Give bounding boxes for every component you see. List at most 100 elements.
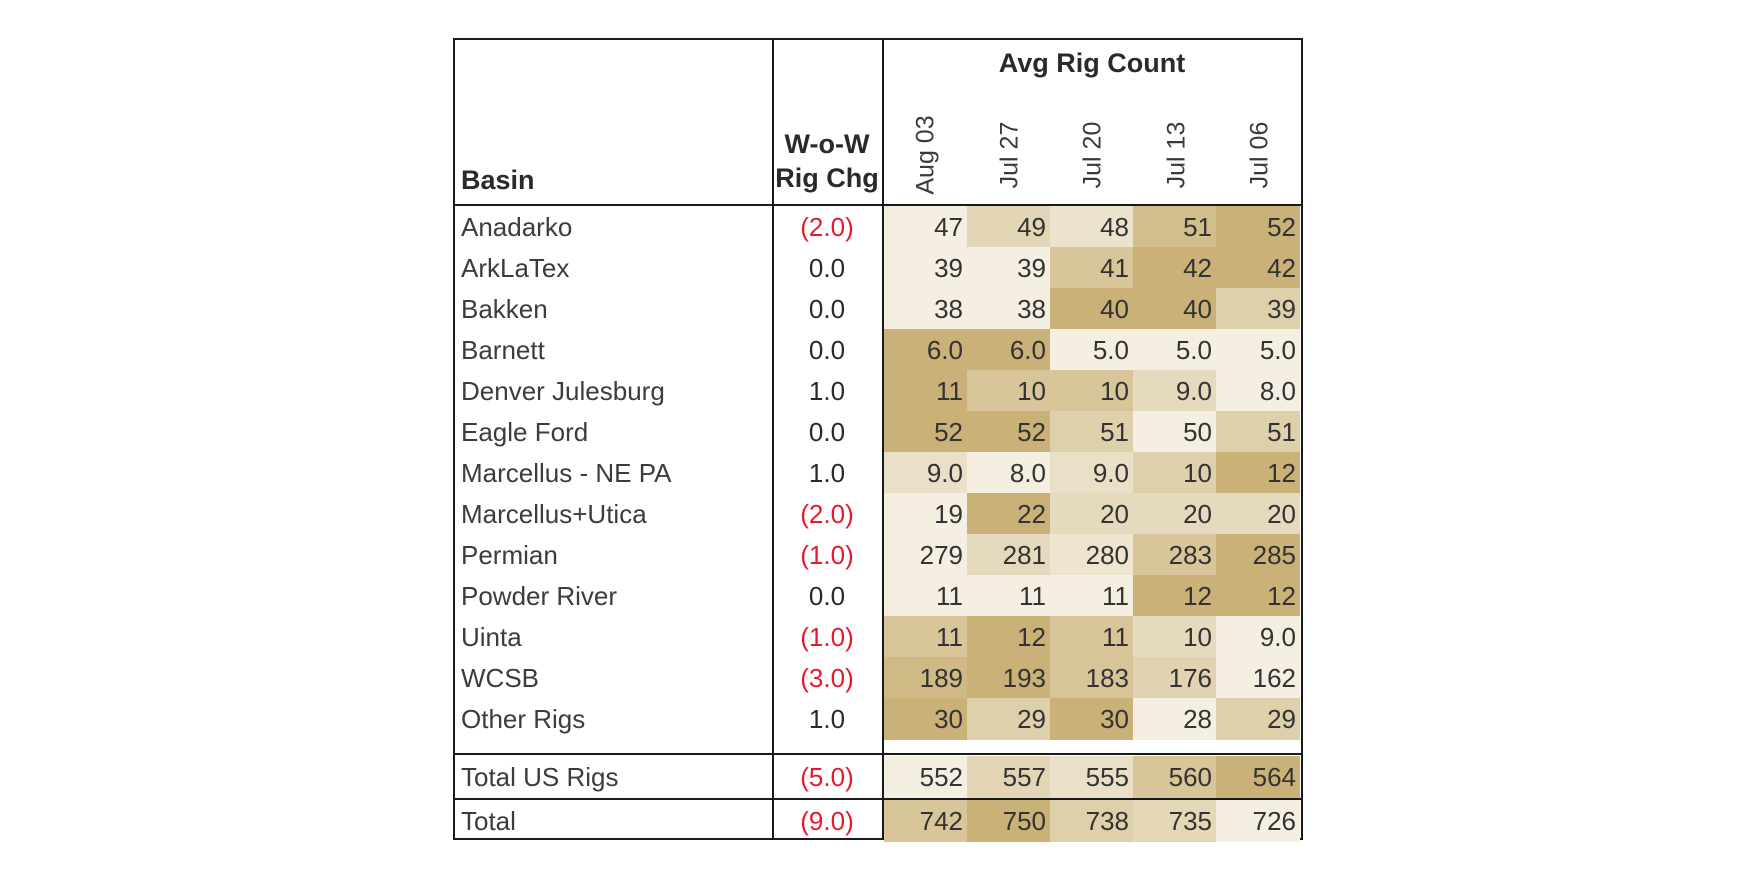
rig-count-cell: 20 [1133, 493, 1216, 535]
rig-count-cell: 38 [967, 288, 1050, 330]
rig-count-cell: 8.0 [967, 452, 1050, 494]
total-us-separator [455, 753, 1301, 755]
rig-count-cell: 193 [967, 657, 1050, 699]
header-avg-rig-count: Avg Rig Count [998, 48, 1186, 78]
rig-count-cell: 19 [884, 493, 967, 535]
wow-change: 0.0 [808, 294, 846, 324]
rig-count-cell: 39 [1216, 288, 1300, 330]
rig-count-cell: 5.0 [1216, 329, 1300, 371]
rig-count-cell: 552 [884, 756, 967, 798]
rig-count-cell: 285 [1216, 534, 1300, 576]
rig-count-cell: 11 [884, 616, 967, 658]
rig-count-cell: 29 [967, 698, 1050, 740]
rig-count-cell: 560 [1133, 756, 1216, 798]
basin-name: Other Rigs [461, 704, 586, 734]
basin-name: Barnett [461, 335, 545, 365]
basin-name: ArkLaTex [461, 253, 570, 283]
wow-change: 1.0 [808, 704, 846, 734]
rig-count-cell: 6.0 [967, 329, 1050, 371]
col-divider-basin [772, 40, 774, 838]
basin-name: Denver Julesburg [461, 376, 665, 406]
wow-change: (1.0) [800, 622, 854, 652]
basin-name: Total US Rigs [461, 762, 619, 792]
basin-name: Permian [461, 540, 558, 570]
rig-count-table: Basin W-o-W Rig Chg Avg Rig Count Aug 03… [453, 38, 1303, 842]
rig-count-cell: 20 [1050, 493, 1133, 535]
rig-count-cell: 12 [967, 616, 1050, 658]
rig-count-cell: 30 [1050, 698, 1133, 740]
basin-name: Total [461, 806, 516, 836]
col-divider-wow [882, 40, 884, 838]
wow-change: (2.0) [800, 212, 854, 242]
rig-count-cell: 280 [1050, 534, 1133, 576]
table-row: 189 193 183 176 162 WCSB (3.0) [455, 657, 1301, 699]
table-row: 39 39 41 42 42 ArkLaTex 0.0 [455, 247, 1301, 289]
rig-count-cell: 49 [967, 206, 1050, 248]
rig-count-cell: 555 [1050, 756, 1133, 798]
rig-count-cell: 189 [884, 657, 967, 699]
rig-count-cell: 5.0 [1050, 329, 1133, 371]
rig-count-cell: 52 [967, 411, 1050, 453]
rig-count-cell: 22 [967, 493, 1050, 535]
rig-count-cell: 29 [1216, 698, 1300, 740]
table-row: 552 557 555 560 564 Total US Rigs (5.0) [455, 756, 1301, 798]
rig-count-cell: 11 [1050, 575, 1133, 617]
rig-count-cell: 39 [967, 247, 1050, 289]
basin-name: WCSB [461, 663, 539, 693]
rig-count-cell: 12 [1216, 575, 1300, 617]
table-row: 6.0 6.0 5.0 5.0 5.0 Barnett 0.0 [455, 329, 1301, 371]
total-separator [455, 798, 1301, 800]
rig-count-cell: 28 [1133, 698, 1216, 740]
wow-change: 0.0 [808, 417, 846, 447]
wow-change: 1.0 [808, 458, 846, 488]
wow-change: (5.0) [800, 762, 854, 792]
table-row: 11 10 10 9.0 8.0 Denver Julesburg 1.0 [455, 370, 1301, 412]
rig-count-cell: 42 [1216, 247, 1300, 289]
wow-change: (9.0) [800, 806, 854, 836]
rig-count-cell: 48 [1050, 206, 1133, 248]
rig-count-cell: 564 [1216, 756, 1300, 798]
basin-name: Powder River [461, 581, 618, 611]
rig-count-cell: 11 [884, 575, 967, 617]
rig-count-cell: 42 [1133, 247, 1216, 289]
wow-change: (3.0) [800, 663, 854, 693]
rig-count-cell: 281 [967, 534, 1050, 576]
table-row: 19 22 20 20 20 Marcellus+Utica (2.0) [455, 493, 1301, 535]
rig-count-cell: 10 [1133, 452, 1216, 494]
date-header: Aug 03 [911, 115, 940, 195]
rig-count-cell: 38 [884, 288, 967, 330]
wow-change: (2.0) [800, 499, 854, 529]
basin-name: Eagle Ford [461, 417, 589, 447]
table-row: 9.0 8.0 9.0 10 12 Marcellus - NE PA 1.0 [455, 452, 1301, 494]
table-row: 11 12 11 10 9.0 Uinta (1.0) [455, 616, 1301, 658]
rig-count-cell: 10 [1050, 370, 1133, 412]
rig-count-cell: 10 [1133, 616, 1216, 658]
rig-count-cell: 52 [884, 411, 967, 453]
rig-count-cell: 30 [884, 698, 967, 740]
basin-name: Marcellus - NE PA [461, 458, 672, 488]
rig-count-cell: 51 [1133, 206, 1216, 248]
rig-count-cell: 279 [884, 534, 967, 576]
rig-count-cell: 5.0 [1133, 329, 1216, 371]
rig-count-cell: 12 [1216, 452, 1300, 494]
table-row: 742 750 738 735 726 Total (9.0) [455, 800, 1301, 842]
rig-count-cell: 41 [1050, 247, 1133, 289]
date-header: Jul 06 [1245, 121, 1274, 189]
rig-count-cell: 20 [1216, 493, 1300, 535]
rig-count-cell: 40 [1050, 288, 1133, 330]
basin-name: Bakken [461, 294, 548, 324]
basin-name: Anadarko [461, 212, 573, 242]
rig-count-cell: 735 [1133, 800, 1216, 842]
rig-count-cell: 39 [884, 247, 967, 289]
date-header: Jul 20 [1078, 121, 1107, 189]
rig-count-cell: 283 [1133, 534, 1216, 576]
rig-count-cell: 742 [884, 800, 967, 842]
header-separator [455, 204, 1301, 206]
header-wow-line2: Rig Chg [775, 163, 879, 193]
wow-change: 1.0 [808, 376, 846, 406]
wow-change: 0.0 [808, 335, 846, 365]
rig-count-cell: 9.0 [1133, 370, 1216, 412]
rig-count-cell: 9.0 [884, 452, 967, 494]
rig-count-cell: 557 [967, 756, 1050, 798]
rig-count-cell: 11 [967, 575, 1050, 617]
